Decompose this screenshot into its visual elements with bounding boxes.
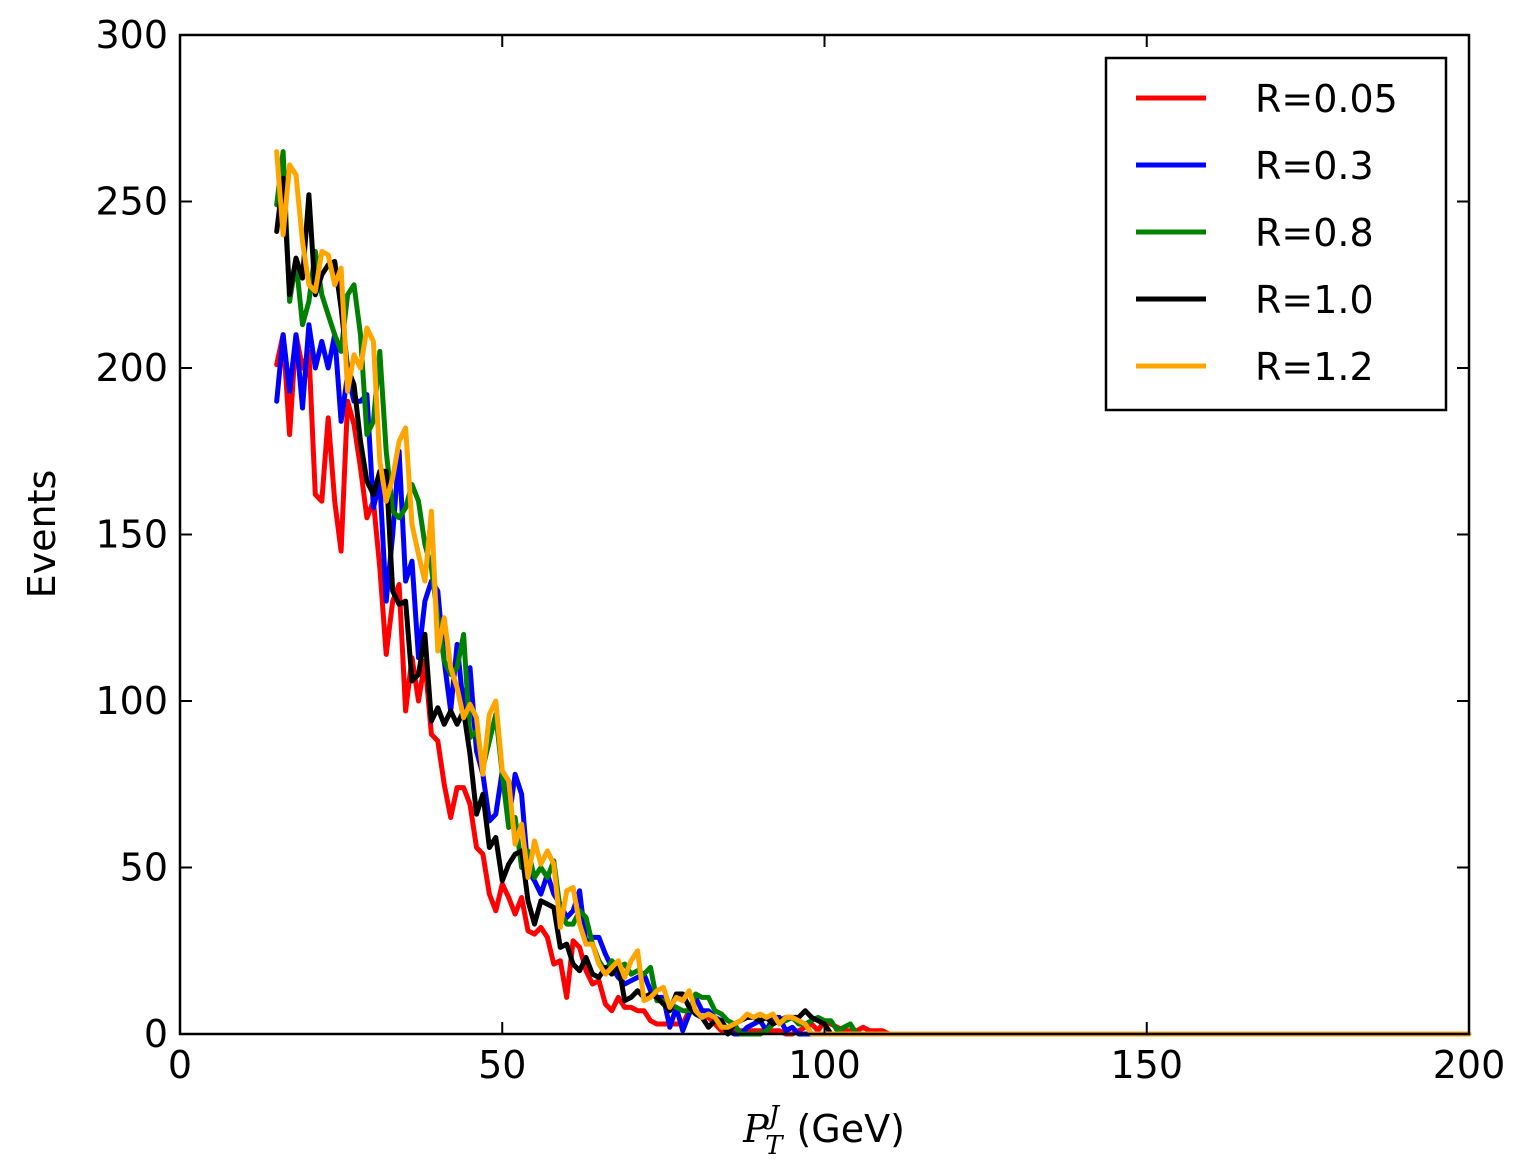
y-tick-label: 0 <box>144 1012 168 1056</box>
y-tick-label: 300 <box>95 13 168 57</box>
legend-label-1: R=0.3 <box>1255 144 1374 188</box>
x-tick-label: 0 <box>168 1043 192 1087</box>
x-tick-label: 100 <box>788 1043 861 1087</box>
x-axis-label-symbol: P <box>742 1107 770 1151</box>
x-axis-label-sup: J <box>764 1101 781 1131</box>
x-axis-label-unit: (GeV) <box>796 1107 904 1151</box>
legend-items: R=0.05 R=0.3 R=0.8 R=1.0 R=1.2 <box>1136 77 1398 389</box>
x-axis-label: PJ T (GeV) <box>742 1101 905 1161</box>
y-tick-label: 250 <box>95 180 168 224</box>
x-axis-label-sub: T <box>765 1131 784 1161</box>
y-tick-label: 150 <box>95 513 168 557</box>
x-tick-label: 50 <box>478 1043 526 1087</box>
y-tick-label: 100 <box>95 679 168 723</box>
legend: R=0.05 R=0.3 R=0.8 R=1.0 R=1.2 <box>1104 56 1448 412</box>
legend-label-3: R=1.0 <box>1255 278 1374 322</box>
legend-label-4: R=1.2 <box>1255 345 1374 389</box>
x-tick-label: 200 <box>1433 1043 1506 1087</box>
ticks-layer: 0 50 100 150 200 0 50 100 150 200 250 300 <box>95 13 1505 1087</box>
y-tick-label: 50 <box>120 846 168 890</box>
y-tick-label: 200 <box>95 346 168 390</box>
legend-label-0: R=0.05 <box>1255 77 1398 121</box>
y-axis-label: Events <box>20 470 64 599</box>
legend-label-2: R=0.8 <box>1255 211 1374 255</box>
x-tick-label: 150 <box>1110 1043 1183 1087</box>
